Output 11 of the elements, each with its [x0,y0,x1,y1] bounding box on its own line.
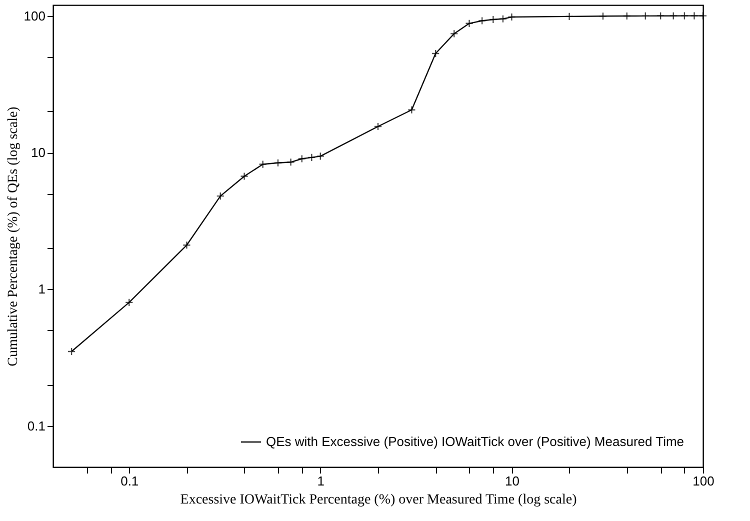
legend-label: QEs with Excessive (Positive) IOWaitTick over (Positive) Measured Time [266,434,684,449]
x-tick-label: 1 [317,474,325,488]
y-tick-label: 10 [31,145,46,160]
x-axis-title: Excessive IOWaitTick Percentage (%) over Measured Time (log scale) [180,492,578,508]
y-tick-label: 1 [38,282,46,297]
x-tick-label: 10 [504,474,520,488]
y-axis-title: Cumulative Percentage (%) of QEs (log scale) [6,106,21,366]
x-tick-label: 100 [692,474,714,488]
x-tick-label: 0.1 [120,474,139,488]
y-tick-label: 0.1 [27,418,46,434]
y-tick-label: 100 [24,8,46,24]
